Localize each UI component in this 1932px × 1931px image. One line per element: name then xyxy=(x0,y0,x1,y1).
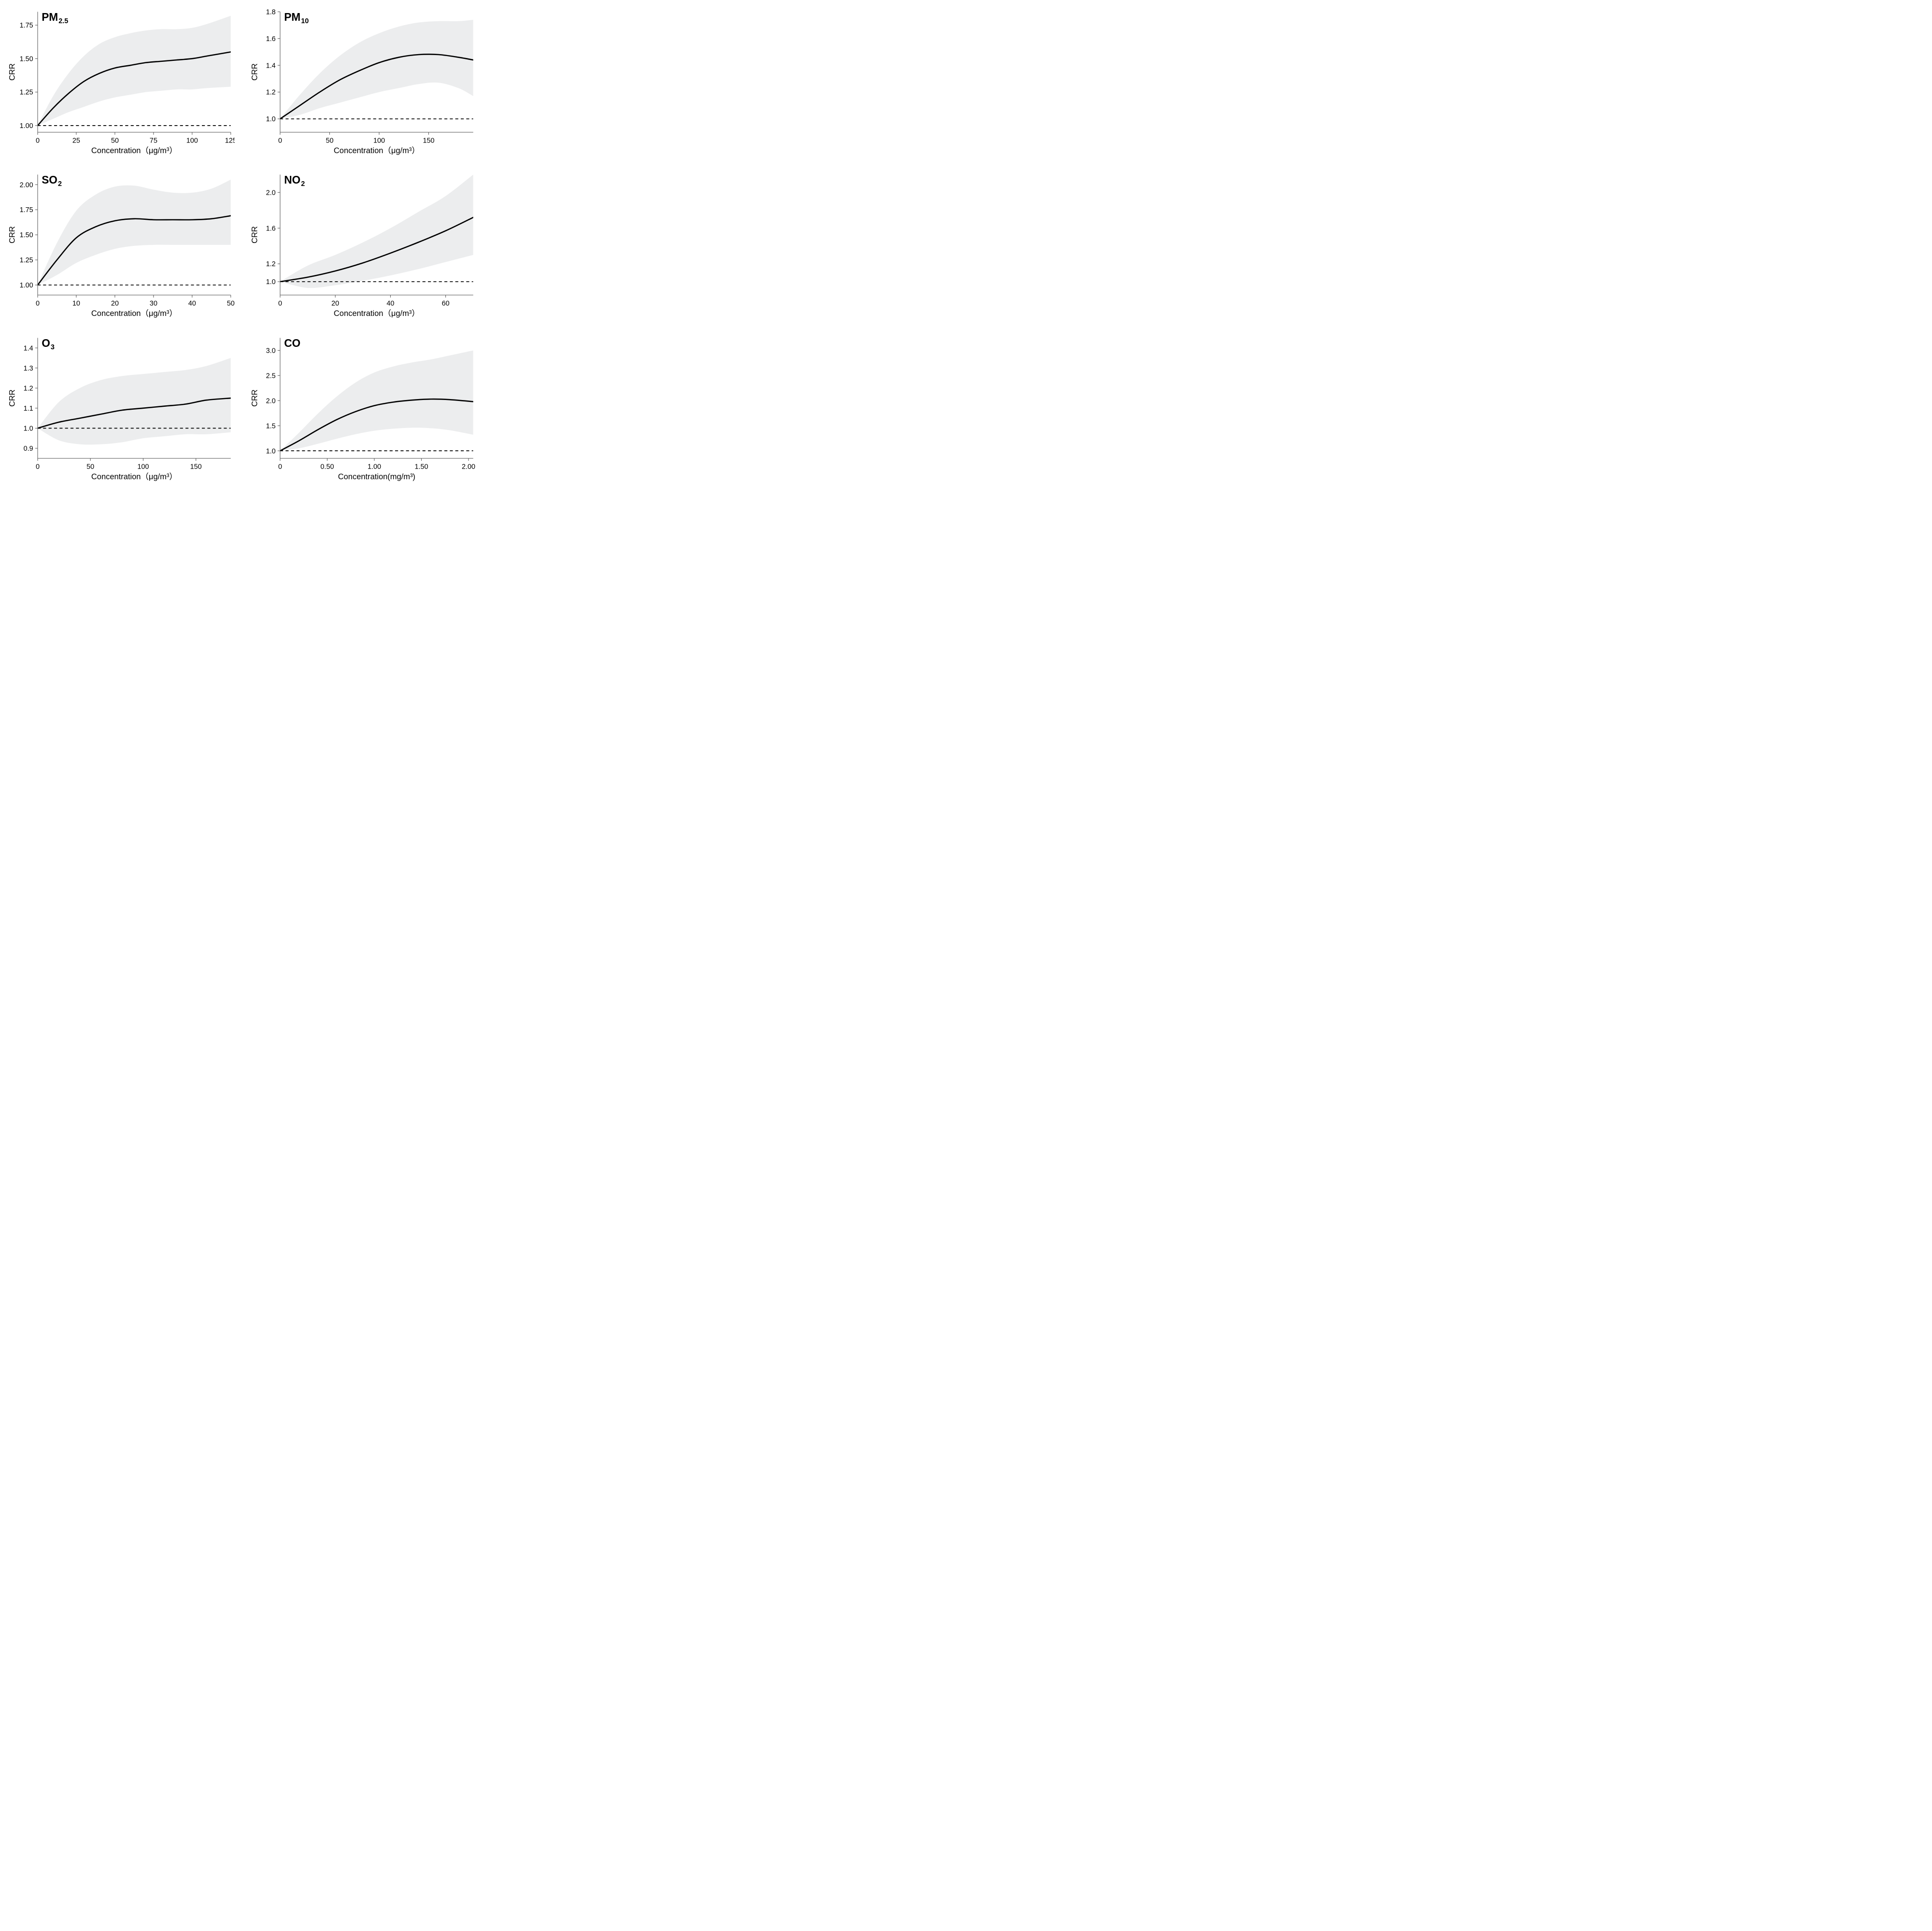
x-tick-label: 0 xyxy=(36,137,40,144)
panel-container-pm10: 0 50 100 150 1.0 1.2 1.4 1.6 1.8 Concentration（… xyxy=(248,6,477,160)
y-tick-label: 1.8 xyxy=(266,9,276,16)
x-tick-label: 1.50 xyxy=(414,463,428,471)
x-tick-label: 150 xyxy=(423,137,434,144)
x-tick-label: 0.50 xyxy=(320,463,334,471)
x-tick-label: 2.00 xyxy=(462,463,475,471)
chart-grid: 0255075100125 1.001.251.501.75 Concentra… xyxy=(0,0,483,483)
panel-container-co: 0 0.50 1.00 1.50 2.00 1.0 1.5 2.0 2.5 3.0 Concen… xyxy=(248,332,477,486)
x-tick-label: 0 xyxy=(278,463,282,471)
panel-title-sub: 2.5 xyxy=(58,17,68,25)
panel-pm25: 0 25 50 75 100 125 1.00 1.25 1.50 1.75 Concentra… xyxy=(6,6,235,160)
x-tick-label: 25 xyxy=(72,137,80,144)
y-tick-label: 1.2 xyxy=(266,89,276,97)
y-tick-label: 1.3 xyxy=(24,365,33,372)
panel-title-main: CO xyxy=(284,337,300,349)
y-axis-label: CRR xyxy=(8,227,17,244)
x-tick-label: 60 xyxy=(442,300,450,308)
y-tick-label: 1.0 xyxy=(266,279,276,286)
y-tick-label: 1.2 xyxy=(266,261,276,269)
y-tick-label: 1.75 xyxy=(20,207,33,215)
panel-title-main: PM xyxy=(284,11,300,23)
y-axis-label: CRR xyxy=(8,63,17,81)
x-tick-label: 20 xyxy=(111,300,119,308)
panel-title-sub: 2 xyxy=(301,180,305,188)
x-tick-label: 50 xyxy=(86,463,94,471)
y-axis-label: CRR xyxy=(251,227,259,244)
panel-title-main: PM xyxy=(42,11,58,23)
y-tick-label: 1.25 xyxy=(20,89,33,97)
panel-so2: 0 10 20 30 40 50 1.00 1.25 1.50 1.75 2.00 Concent… xyxy=(6,169,235,323)
y-tick-label: 1.2 xyxy=(24,385,33,392)
y-tick-label: 2.0 xyxy=(266,189,276,197)
y-tick-label: 1.0 xyxy=(24,425,33,432)
panel-title: CO xyxy=(284,337,300,349)
x-axis-label: Concentration（μg/m³） xyxy=(334,309,420,318)
x-tick-label: 100 xyxy=(373,137,385,144)
y-tick-label: 0.9 xyxy=(24,445,33,453)
x-axis-label: Concentration(mg/m³) xyxy=(338,472,415,481)
panel-pm10: 0 50 100 150 1.0 1.2 1.4 1.6 1.8 Concentration（… xyxy=(248,6,477,160)
x-tick-label: 0 xyxy=(36,300,40,308)
panel-container-pm25: 0 25 50 75 100 125 1.00 1.25 1.50 1.75 Concentra… xyxy=(6,6,235,160)
x-tick-label: 125 xyxy=(225,137,235,144)
panel-no2: 0 20 40 60 1.0 1.2 1.6 2.0 Concentration（μg/m³… xyxy=(248,169,477,323)
x-axis-label: Concentration（μg/m³） xyxy=(91,309,177,318)
x-tick-label: 50 xyxy=(326,137,333,144)
y-tick-label: 1.0 xyxy=(266,447,276,455)
x-tick-label: 30 xyxy=(150,300,157,308)
y-tick-label: 1.00 xyxy=(20,282,33,290)
x-axis-label: Concentration（μg/m³） xyxy=(91,146,177,155)
y-tick-label: 1.6 xyxy=(266,225,276,233)
y-tick-label: 1.6 xyxy=(266,35,276,43)
y-tick-label: 1.1 xyxy=(24,405,33,413)
y-tick-label: 1.5 xyxy=(266,422,276,430)
y-tick-label: 1.25 xyxy=(20,257,33,265)
panel-container-o3: 0 50 100 150 0.9 1.0 1.1 1.2 1.3 1.4 Concentrati… xyxy=(6,332,235,486)
panel-title-main: O xyxy=(42,337,50,349)
y-tick-label: 1.50 xyxy=(20,55,33,63)
panel-container-no2: 0 20 40 60 1.0 1.2 1.6 2.0 Concentration（μg/m³… xyxy=(248,169,477,323)
x-tick-label: 20 xyxy=(331,300,339,308)
panel-title-sub: 2 xyxy=(58,180,62,188)
x-tick-label: 10 xyxy=(72,300,80,308)
x-tick-label: 50 xyxy=(111,137,119,144)
x-tick-label: 0 xyxy=(278,137,282,144)
x-tick-label: 40 xyxy=(386,300,394,308)
y-axis-label: CRR xyxy=(251,389,259,407)
panel-container-so2: 0 10 20 30 40 50 1.00 1.25 1.50 1.75 2.00 Concent… xyxy=(6,169,235,323)
y-tick-label: 1.50 xyxy=(20,232,33,240)
x-tick-label: 0 xyxy=(36,463,40,471)
y-tick-label: 2.5 xyxy=(266,372,276,380)
y-tick-label: 1.4 xyxy=(266,62,276,70)
x-tick-label: 1.00 xyxy=(368,463,381,471)
y-tick-label: 2.0 xyxy=(266,397,276,405)
y-tick-label: 1.00 xyxy=(20,122,33,130)
panel-title-main: SO xyxy=(42,173,57,186)
y-tick-label: 2.00 xyxy=(20,182,33,189)
y-tick-label: 1.4 xyxy=(24,344,33,352)
x-axis-label: Concentration（μg/m³） xyxy=(334,146,420,155)
panel-o3: 0 50 100 150 0.9 1.0 1.1 1.2 1.3 1.4 Concentrati… xyxy=(6,332,235,486)
panel-title-sub: 10 xyxy=(301,17,309,25)
x-tick-label: 0 xyxy=(278,300,282,308)
x-tick-label: 50 xyxy=(227,300,235,308)
x-tick-label: 100 xyxy=(137,463,149,471)
y-tick-label: 3.0 xyxy=(266,347,276,355)
panel-title-main: NO xyxy=(284,173,300,186)
y-axis-label: CRR xyxy=(8,389,17,407)
panel-co: 0 0.50 1.00 1.50 2.00 1.0 1.5 2.0 2.5 3.0 Concen… xyxy=(248,332,477,486)
y-axis-label: CRR xyxy=(251,63,259,81)
x-tick-label: 150 xyxy=(190,463,202,471)
y-tick-label: 1.0 xyxy=(266,115,276,123)
y-tick-label: 1.75 xyxy=(20,22,33,29)
panel-title-sub: 3 xyxy=(51,343,55,351)
x-tick-label: 75 xyxy=(150,137,157,144)
x-tick-label: 40 xyxy=(188,300,196,308)
x-axis-label: Concentration（μg/m³） xyxy=(91,472,177,481)
x-tick-label: 100 xyxy=(186,137,198,144)
